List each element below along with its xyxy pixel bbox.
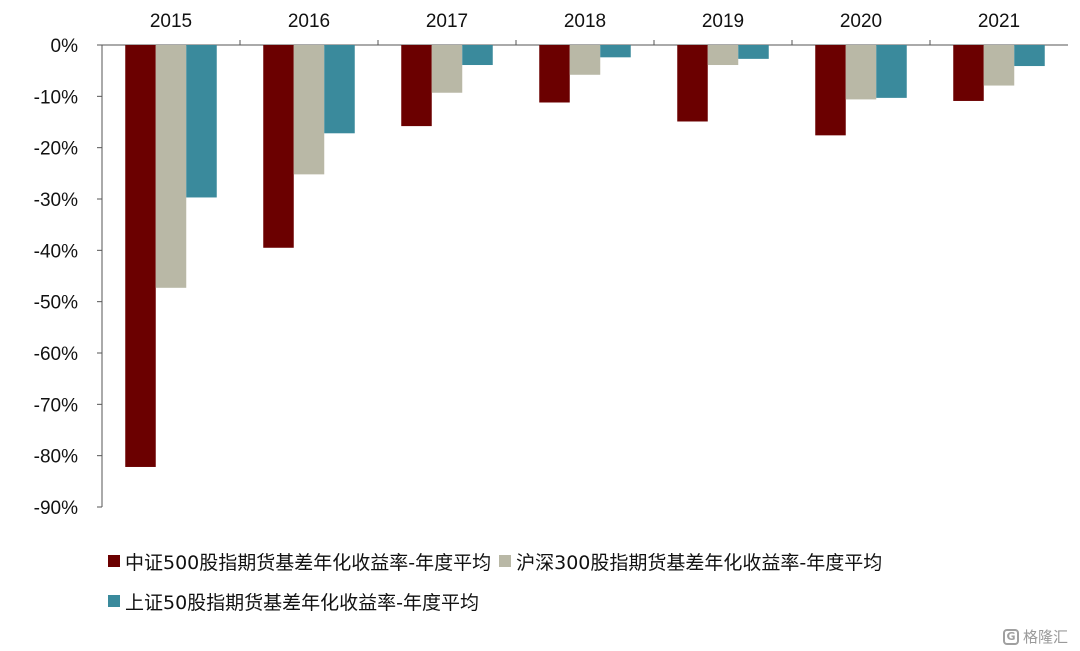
legend-row-2: 上证50股指期货基差年化收益率-年度平均	[108, 581, 1068, 621]
legend-item-hs300: 沪深300股指期货基差年化收益率-年度平均	[499, 548, 882, 575]
x-tick-label: 2021	[978, 11, 1020, 32]
y-tick-label: -60%	[34, 344, 78, 365]
x-tick-label: 2015	[150, 11, 192, 32]
y-tick-label: -80%	[34, 447, 78, 468]
legend-row-1: 中证500股指期货基差年化收益率-年度平均 沪深300股指期货基差年化收益率-年…	[108, 541, 1068, 581]
watermark: G 格隆汇	[1002, 626, 1068, 647]
y-tick-label: -40%	[34, 241, 78, 262]
bars	[125, 45, 1045, 467]
bar-2-2019	[707, 45, 739, 66]
x-tick-label: 2018	[564, 11, 606, 32]
bar-1-2018	[539, 45, 570, 103]
legend-label-sse50: 上证50股指期货基差年化收益率-年度平均	[125, 591, 480, 614]
bar-3-2017	[462, 45, 493, 66]
y-tick-label: -50%	[34, 293, 78, 314]
legend-swatch-sse50	[108, 595, 120, 607]
x-axis: 2015 2016 2017 2018 2019 2020 2021	[102, 11, 1068, 46]
bar-3-2021	[1014, 45, 1045, 67]
y-tick-label: -90%	[34, 498, 78, 519]
bar-2-2017	[431, 45, 463, 93]
bar-1-2016	[263, 45, 294, 248]
bar-3-2018	[600, 45, 631, 58]
y-tick-label: -10%	[34, 87, 78, 108]
bar-1-2015	[125, 45, 156, 467]
x-tick-label: 2019	[702, 11, 744, 32]
legend-label-csi500: 中证500股指期货基差年化收益率-年度平均	[125, 551, 492, 574]
bar-2-2016	[293, 45, 325, 175]
y-tick-label: -30%	[34, 190, 78, 211]
bar-1-2017	[401, 45, 432, 127]
bar-2-2020	[845, 45, 877, 100]
bar-2-2021	[983, 45, 1015, 86]
watermark-text: 格隆汇	[1022, 628, 1068, 646]
bar-3-2019	[738, 45, 769, 59]
bar-3-2015	[186, 45, 217, 198]
watermark-logo-icon: G	[1002, 628, 1019, 645]
x-tick-label: 2016	[288, 11, 330, 32]
legend-label-hs300: 沪深300股指期货基差年化收益率-年度平均	[516, 551, 883, 574]
bar-2-2018	[569, 45, 601, 75]
x-tick-label: 2017	[426, 11, 468, 32]
bar-1-2020	[815, 45, 846, 136]
legend-item-sse50: 上证50股指期货基差年化收益率-年度平均	[108, 588, 479, 615]
y-tick-label: -20%	[34, 139, 78, 160]
bar-1-2021	[953, 45, 984, 101]
legend-swatch-hs300	[499, 555, 512, 567]
legend: 中证500股指期货基差年化收益率-年度平均 沪深300股指期货基差年化收益率-年…	[108, 541, 1068, 621]
bar-2-2015	[155, 45, 187, 288]
bar-1-2019	[677, 45, 708, 122]
y-tick-label: -70%	[34, 395, 78, 416]
y-axis: 0% -10% -20% -30% -40% -50% -60% -70% -80% -90%	[34, 36, 103, 519]
bar-3-2020	[876, 45, 907, 98]
y-tick-label: 0%	[51, 36, 79, 57]
legend-item-csi500: 中证500股指期货基差年化收益率-年度平均	[108, 548, 491, 575]
bar-3-2016	[324, 45, 355, 134]
legend-swatch-csi500	[108, 555, 120, 567]
x-tick-label: 2020	[840, 11, 882, 32]
